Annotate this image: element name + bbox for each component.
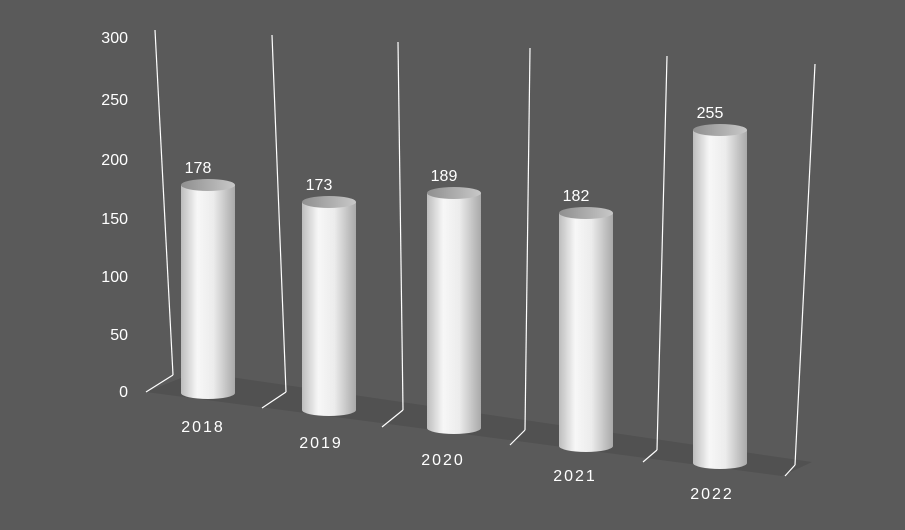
gridline <box>381 409 404 428</box>
gridline <box>784 464 796 477</box>
y-tick-label: 250 <box>101 92 128 109</box>
gridline <box>271 34 287 393</box>
data-label: 182 <box>563 188 590 205</box>
gridline <box>642 449 658 463</box>
bar <box>427 193 481 434</box>
gridline <box>656 55 668 451</box>
bar-top <box>559 207 613 219</box>
gridline <box>145 374 174 393</box>
x-tick-label: 2018 <box>181 419 225 436</box>
data-label: 255 <box>697 105 724 122</box>
data-label: 189 <box>431 168 458 185</box>
y-tick-label: 100 <box>101 269 128 286</box>
x-tick-label: 2021 <box>553 468 597 485</box>
bar-top <box>693 124 747 136</box>
data-label: 173 <box>306 177 333 194</box>
y-tick-label: 50 <box>110 327 128 344</box>
bar <box>302 202 356 416</box>
bar-top <box>302 196 356 208</box>
x-tick-label: 2019 <box>299 435 343 452</box>
bar <box>693 130 747 469</box>
gridline <box>261 391 287 409</box>
y-tick-label: 150 <box>101 211 128 228</box>
gridline <box>794 63 816 466</box>
bar <box>559 213 613 452</box>
gridline <box>524 47 531 431</box>
x-tick-label: 2022 <box>690 486 734 503</box>
bar-top <box>427 187 481 199</box>
x-tick-label: 2020 <box>421 452 465 469</box>
gridline <box>397 41 404 411</box>
bar-top <box>181 179 235 191</box>
gridline <box>154 29 174 376</box>
gridline <box>509 429 526 446</box>
bar <box>181 185 235 399</box>
y-tick-label: 200 <box>101 152 128 169</box>
data-label: 178 <box>185 160 212 177</box>
y-tick-label: 0 <box>119 384 128 401</box>
y-tick-label: 300 <box>101 30 128 47</box>
